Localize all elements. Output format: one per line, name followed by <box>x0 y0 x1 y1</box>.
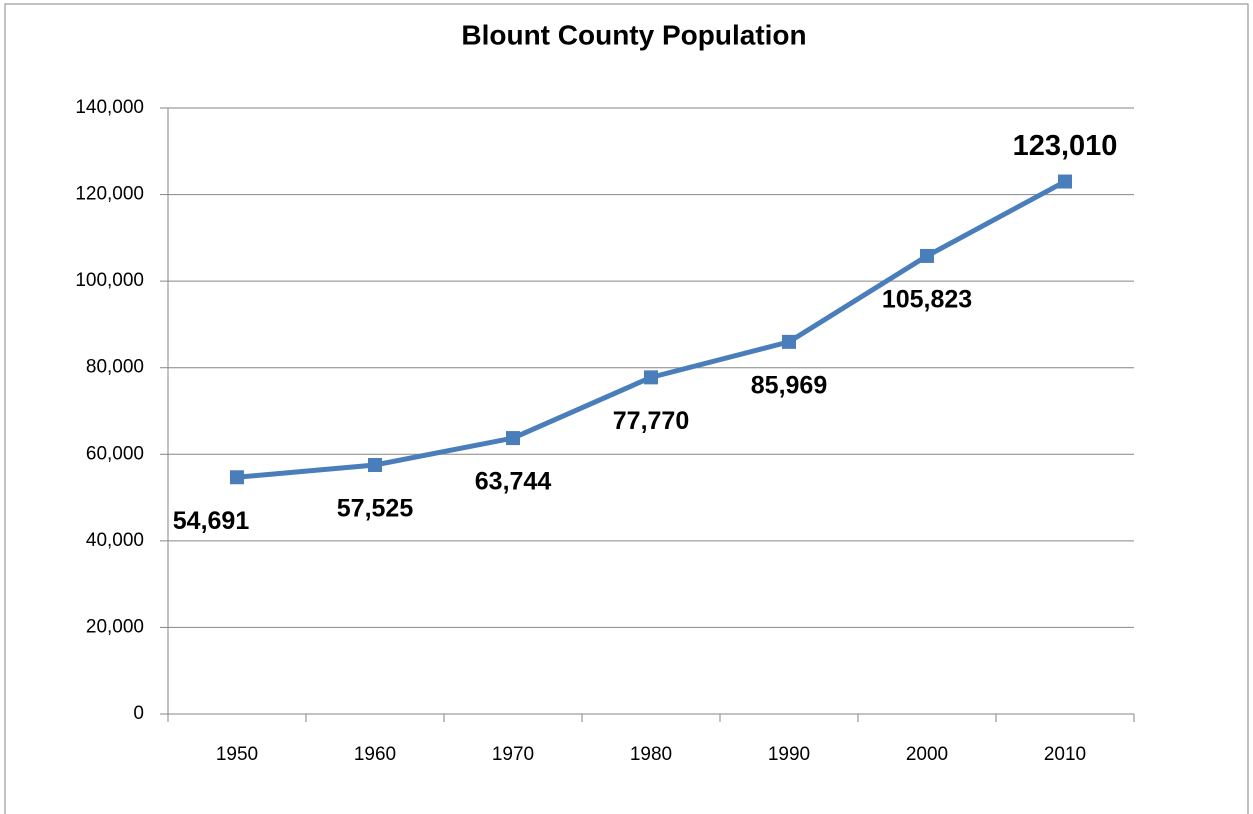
data-label: 77,770 <box>613 407 689 435</box>
data-label: 85,969 <box>751 371 827 399</box>
y-tick-label: 40,000 <box>86 530 144 551</box>
data-label: 54,691 <box>173 507 250 535</box>
y-tick-label: 80,000 <box>86 357 144 378</box>
y-tick-label: 140,000 <box>75 97 144 118</box>
y-tick-label: 100,000 <box>75 270 144 291</box>
point-marker <box>1058 174 1072 189</box>
y-tick-label: 20,000 <box>86 616 144 637</box>
y-tick-label: 120,000 <box>75 184 144 205</box>
x-tick-label: 1950 <box>216 744 258 765</box>
x-tick-label: 2000 <box>906 744 948 765</box>
x-tick-label: 1970 <box>492 744 534 765</box>
data-label: 57,525 <box>337 495 414 523</box>
chart-title: Blount County Population <box>461 19 806 50</box>
point-marker <box>368 457 382 472</box>
point-marker <box>230 470 244 485</box>
x-tick-label: 1960 <box>354 744 396 765</box>
x-tick-label: 2010 <box>1044 744 1086 765</box>
chart-frame <box>4 3 1249 814</box>
point-marker <box>920 248 934 263</box>
point-marker <box>644 370 658 385</box>
x-tick-label: 1980 <box>630 744 672 765</box>
point-marker <box>782 334 796 349</box>
data-label: 63,744 <box>475 468 552 496</box>
y-tick-label: 60,000 <box>86 443 144 464</box>
data-label: 123,010 <box>1013 130 1118 162</box>
y-tick-label: 0 <box>133 703 144 724</box>
data-label: 105,823 <box>882 286 972 314</box>
x-tick-label: 1990 <box>768 744 810 765</box>
point-marker <box>506 431 520 446</box>
